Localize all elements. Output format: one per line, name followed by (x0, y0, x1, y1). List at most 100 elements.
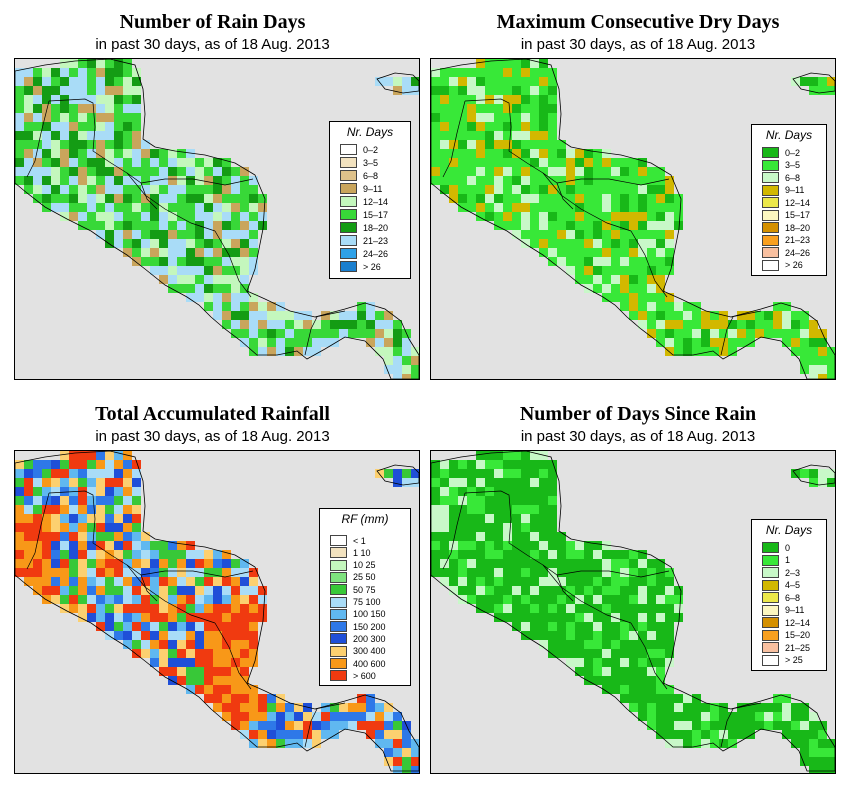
raster-cell (584, 541, 593, 550)
legend-label: 9–11 (363, 183, 383, 194)
raster-cell (78, 113, 87, 122)
raster-cell (87, 158, 96, 167)
raster-cell (575, 559, 584, 568)
raster-cell (512, 460, 521, 469)
map-max-dry-days[interactable]: Nr. Days 0–2 3–5 6–8 9–11 12–14 15–17 18–20 21–… (430, 58, 836, 380)
raster-cell (249, 577, 258, 586)
raster-cell (548, 595, 557, 604)
raster-cell (611, 604, 620, 613)
raster-cell (213, 586, 222, 595)
raster-cell (177, 266, 186, 275)
raster-cell (114, 185, 123, 194)
raster-cell (15, 487, 24, 496)
raster-cell (303, 338, 312, 347)
raster-cell (240, 221, 249, 230)
raster-cell (15, 523, 24, 532)
raster-cell (60, 568, 69, 577)
raster-cell (114, 149, 123, 158)
raster-cell (665, 640, 674, 649)
raster-cell (449, 131, 458, 140)
raster-cell (647, 311, 656, 320)
raster-cell (548, 514, 557, 523)
raster-cell (78, 212, 87, 221)
raster-cell (539, 496, 548, 505)
raster-cell (51, 559, 60, 568)
raster-cell (818, 347, 827, 356)
raster-cell (485, 505, 494, 514)
raster-cell (503, 568, 512, 577)
raster-cell (539, 604, 548, 613)
raster-cell (458, 496, 467, 505)
raster-cell (15, 77, 24, 86)
raster-cell (114, 239, 123, 248)
raster-cell (24, 104, 33, 113)
raster-cell (791, 329, 800, 338)
raster-cell (78, 122, 87, 131)
raster-cell (96, 505, 105, 514)
raster-cell (150, 550, 159, 559)
raster-cell (60, 158, 69, 167)
raster-cell (69, 460, 78, 469)
raster-cell (375, 320, 384, 329)
raster-cell (375, 338, 384, 347)
raster-cell (51, 586, 60, 595)
raster-cell (249, 248, 258, 257)
raster-cell (548, 640, 557, 649)
raster-cell (384, 703, 393, 712)
raster-cell (620, 230, 629, 239)
raster-cell (114, 523, 123, 532)
raster-cell (411, 86, 419, 95)
raster-cell (78, 167, 87, 176)
raster-cell (186, 676, 195, 685)
raster-cell (177, 230, 186, 239)
raster-cell (467, 478, 476, 487)
raster-cell (629, 230, 638, 239)
raster-cell (620, 640, 629, 649)
raster-cell (87, 586, 96, 595)
raster-cell (96, 469, 105, 478)
raster-cell (294, 712, 303, 721)
legend-swatch (340, 196, 357, 207)
raster-cell (593, 149, 602, 158)
raster-cell (458, 113, 467, 122)
raster-cell (168, 640, 177, 649)
raster-cell (132, 577, 141, 586)
raster-cell (231, 604, 240, 613)
raster-cell (440, 77, 449, 86)
legend-swatch (330, 571, 347, 583)
raster-cell (458, 487, 467, 496)
country-border (542, 172, 632, 232)
raster-cell (728, 329, 737, 338)
raster-cell (674, 338, 683, 347)
map-days-since-rain[interactable]: Nr. Days 0 1 2–3 4–5 6–8 9–11 12–14 15–20 21–25 >… (430, 450, 836, 774)
raster-cell (584, 176, 593, 185)
raster-cell (186, 586, 195, 595)
raster-cell (521, 451, 530, 460)
raster-cell (539, 77, 548, 86)
raster-cell (818, 365, 827, 374)
raster-cell (503, 559, 512, 568)
raster-cell (647, 640, 656, 649)
map-rain-days[interactable]: Nr. Days 0–2 3–5 6–8 9–11 12–14 15–17 18–20 21–… (14, 58, 420, 380)
raster-cell (276, 347, 285, 356)
raster-cell (539, 505, 548, 514)
legend-item: 400 600 (330, 658, 386, 669)
raster-cell (485, 469, 494, 478)
raster-cell (60, 487, 69, 496)
raster-cell (566, 257, 575, 266)
raster-cell (494, 140, 503, 149)
raster-cell (449, 140, 458, 149)
legend-label: 100 150 (353, 609, 386, 620)
raster-cell (402, 469, 411, 478)
raster-cell (557, 212, 566, 221)
raster-cell (132, 550, 141, 559)
raster-cell (512, 505, 521, 514)
raster-cell (141, 149, 150, 158)
raster-cell (123, 568, 132, 577)
raster-cell (494, 194, 503, 203)
raster-cell (611, 275, 620, 284)
raster-cell (602, 649, 611, 658)
raster-cell (440, 149, 449, 158)
raster-cell (132, 622, 141, 631)
